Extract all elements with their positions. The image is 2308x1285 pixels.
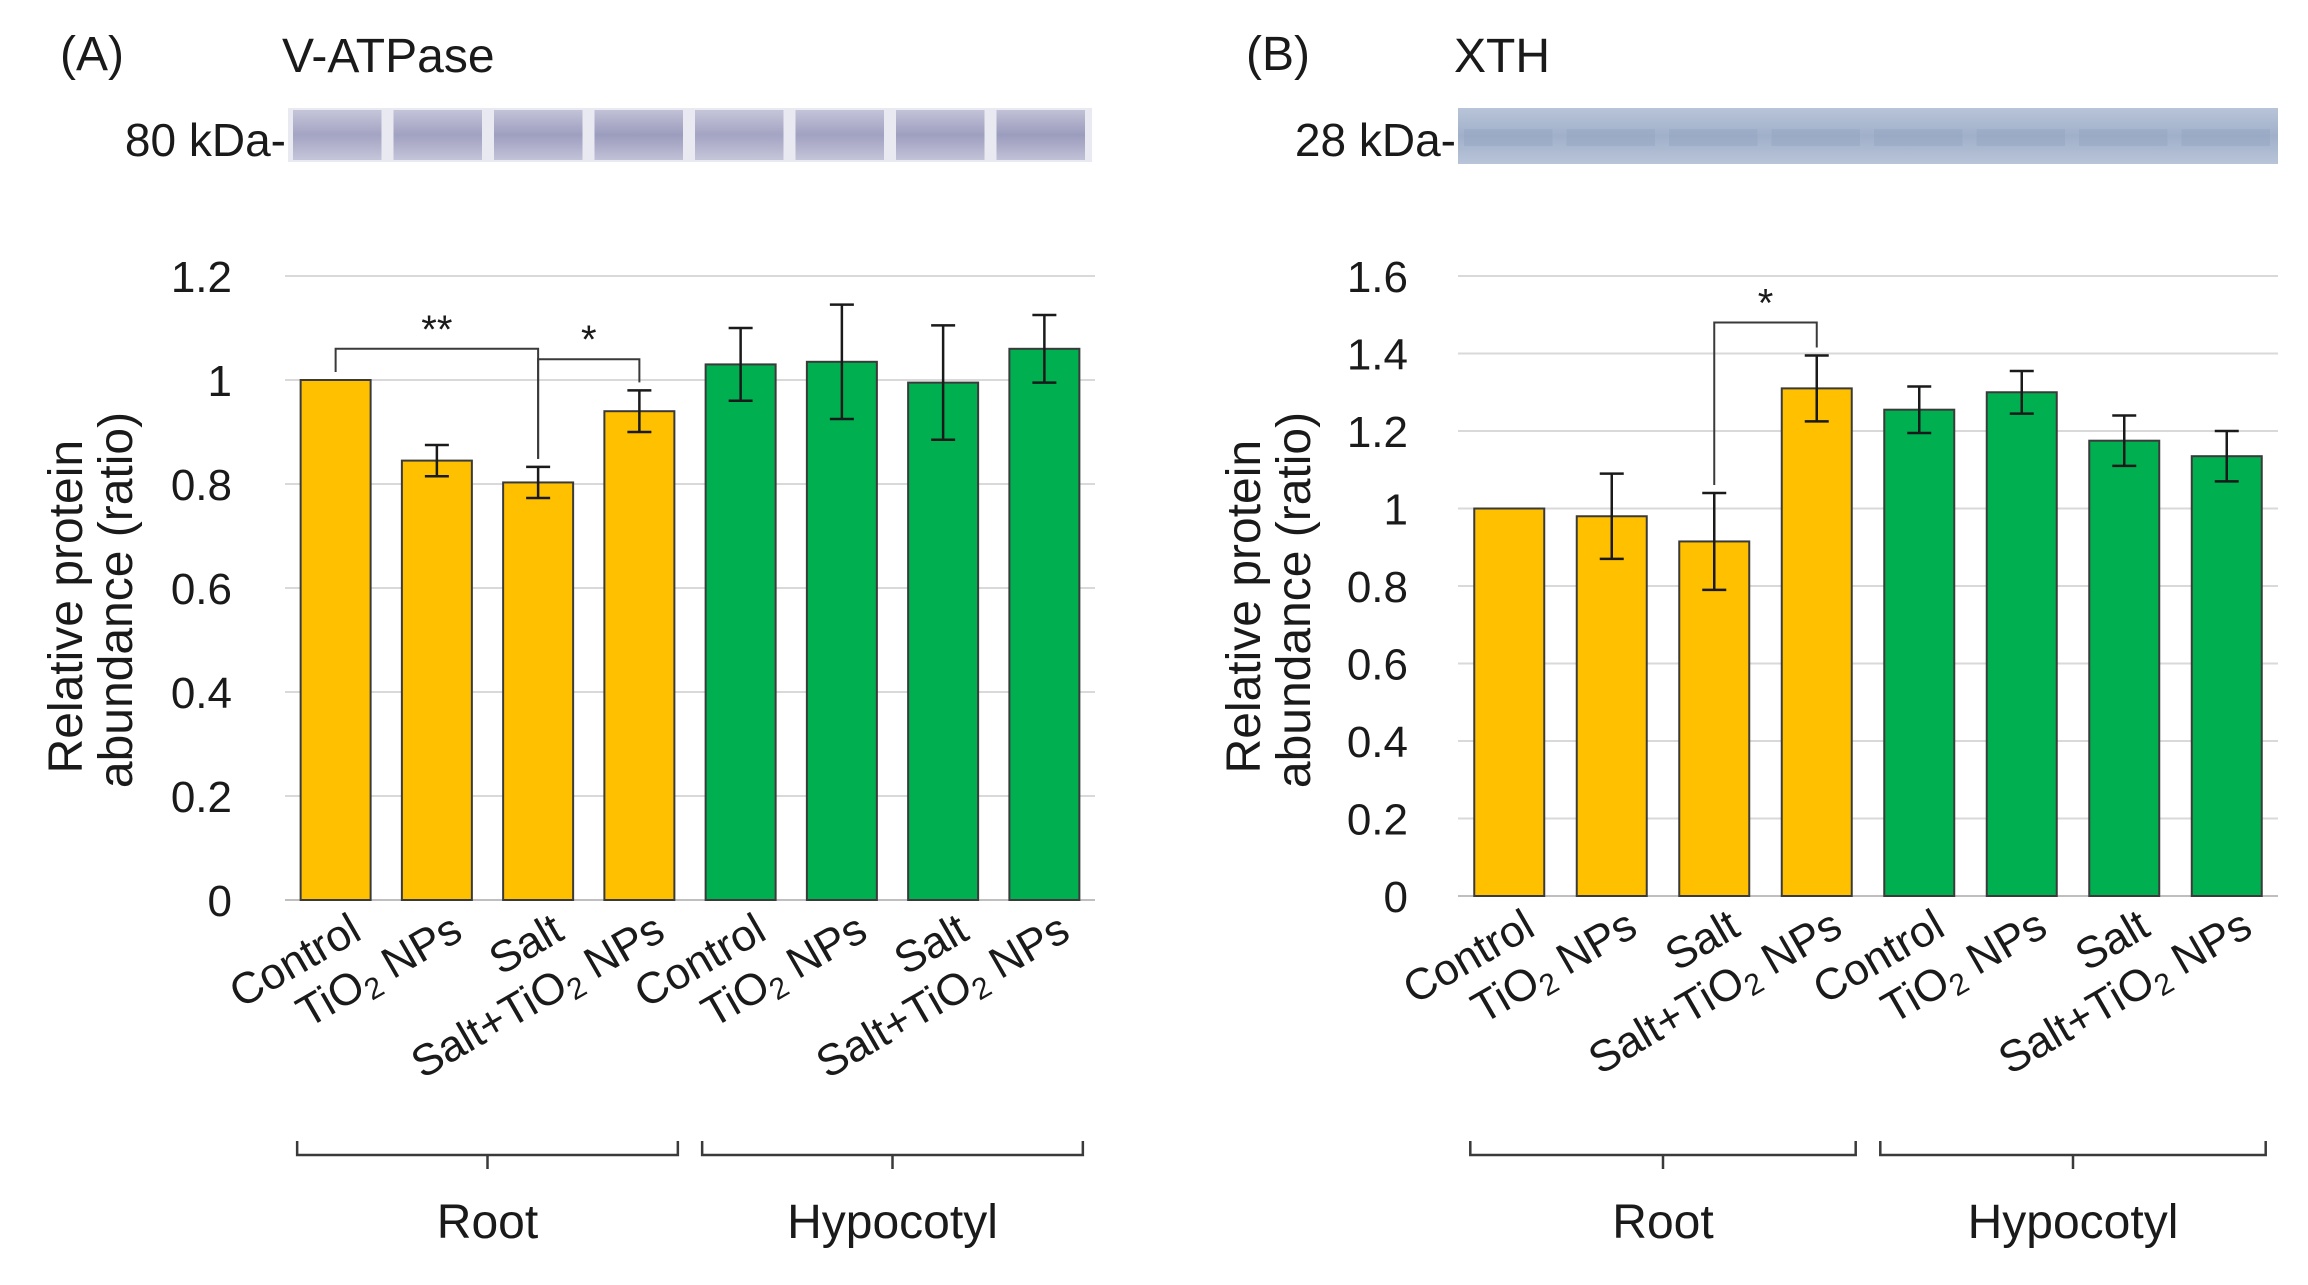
panel-b-group-label: Hypocotyl [1968, 1196, 2179, 1249]
panel-b-y-axis-label-line2: abundance (ratio) [1268, 412, 1321, 788]
panel-b-y-tick-label: 0.8 [1347, 563, 1408, 612]
panel-a-blot-lane [594, 110, 683, 160]
panel-b-western-blot [1458, 108, 2278, 164]
panel-b-blot-label: 28 kDa- [1295, 114, 1456, 166]
panel-a-y-tick-label: 0.2 [171, 773, 232, 822]
panel-a-y-axis-label-line2: abundance (ratio) [90, 412, 143, 788]
panel-a-blot-lane [393, 110, 482, 160]
panel-b-y-tick-label: 0.4 [1347, 718, 1408, 767]
panel-b-blot-band [1874, 129, 1963, 147]
panel-b-bars [1473, 387, 2263, 897]
panel-b-bar [2190, 455, 2263, 897]
panel-a-bar [299, 379, 372, 901]
panel-b-bar [1473, 507, 1546, 897]
panel-b-label: (B) [1246, 28, 1310, 81]
panel-b-y-axis-label-line1: Relative protein [1218, 440, 1271, 774]
panel-a-y-tick-label: 0.8 [171, 461, 232, 510]
panel-a-y-ticks: 0 0.2 0.4 0.6 0.8 1 1.2 [171, 253, 232, 926]
panel-a-y-tick-label: 0.6 [171, 565, 232, 614]
panel-a-bar [603, 410, 676, 901]
panel-a-label: (A) [60, 28, 124, 81]
panel-b-significance-label: * [1758, 282, 1774, 326]
panel-b-blot-band [2181, 129, 2270, 147]
panel-b-y-axis-label: Relative protein abundance (ratio) [1218, 412, 1321, 788]
panel-b-blot-strip [1458, 108, 2278, 164]
panel-a-bar [805, 360, 878, 901]
panel-b-y-ticks: 0 0.2 0.4 0.6 0.8 1 1.2 1.4 1.6 [1347, 253, 1408, 922]
panel-b-blot-band [1669, 129, 1758, 147]
panel-b-group-bracket [1879, 1141, 2267, 1169]
panel-a-significance-bracket [537, 358, 641, 459]
panel-a-bar [502, 481, 575, 901]
panel-a-blot-lane [293, 110, 382, 160]
panel-a-group-brackets: Root Hypocotyl [295, 1141, 1085, 1249]
panel-b-group-label: Root [1612, 1196, 1713, 1249]
panel-a-errorbars [424, 303, 1057, 500]
panel-a-title: V-ATPase [282, 30, 495, 83]
panel-b-bar [1985, 391, 2058, 897]
panel-b-group-bracket [1469, 1141, 1857, 1169]
panel-a-blot-lane [795, 110, 884, 160]
panel-a-group-bracket [295, 1141, 680, 1169]
panel-a-significance-label: * [581, 318, 597, 362]
panel-a-y-tick-label: 1.2 [171, 253, 232, 302]
panel-b-errorbars [1599, 354, 2239, 592]
panel-b-bar [1883, 408, 1956, 897]
panel-a-y-tick-label: 0.4 [171, 669, 232, 718]
panel-a-bar [1008, 347, 1081, 901]
panel-a-bar [400, 459, 473, 901]
panel-a-bar [907, 381, 980, 902]
panel-b-bar [1678, 540, 1751, 897]
panel-a-blot-lane [896, 110, 985, 160]
panel-b-blot-band [1976, 129, 2065, 147]
panel-b-blot-band [2079, 129, 2168, 147]
panel-a-significance: ** * [334, 308, 641, 459]
panel-b-y-tick-label: 1.2 [1347, 408, 1408, 457]
panel-a-group-bracket [700, 1141, 1085, 1169]
panel-a-y-axis-label: Relative protein abundance (ratio) [40, 412, 143, 788]
panel-a-blot-lane [996, 110, 1085, 160]
panel-b-y-tick-label: 0.2 [1347, 796, 1408, 845]
panel-a-significance-label: ** [421, 308, 452, 352]
panel-b-y-tick-label: 0 [1384, 873, 1408, 922]
panel-b-blot-band [1566, 129, 1655, 147]
panel-b-bar [1575, 515, 1648, 897]
panel-b-bar [1780, 387, 1853, 897]
panel-b-y-tick-label: 0.6 [1347, 641, 1408, 690]
panel-a-blot-label: 80 kDa- [125, 114, 286, 166]
panel-b-group-brackets: Root Hypocotyl [1469, 1141, 2267, 1249]
panel-a-blot-lane [695, 110, 784, 160]
panel-b-y-tick-label: 1.4 [1347, 331, 1408, 380]
panel-a-y-tick-label: 1 [208, 357, 232, 406]
panel-a-group-label: Root [437, 1196, 538, 1249]
panel-a-group-label: Hypocotyl [787, 1196, 998, 1249]
panel-b-y-tick-label: 1.6 [1347, 253, 1408, 302]
panel-a-bar [704, 363, 777, 901]
panel-b-bar [2088, 439, 2161, 897]
panel-b: (B) XTH 28 kDa- * 0 0.2 0.4 0.6 0.8 1 1.2 1.4 1.… [1218, 28, 2278, 1249]
panel-a-bars [299, 347, 1081, 902]
panel-a: (A) V-ATPase 80 kDa- ** * 00.20.40.60.811… [40, 28, 1095, 1249]
panel-a-y-tick-label: 0 [208, 877, 232, 926]
panel-b-blot-band [1464, 129, 1553, 147]
panel-b-y-tick-label: 1 [1384, 486, 1408, 535]
panel-b-blot-band [1771, 129, 1860, 147]
panel-a-blot-lane [494, 110, 583, 160]
panel-b-significance-bracket [1713, 321, 1818, 485]
panel-a-western-blot [288, 108, 1092, 162]
panel-b-significance: * [1713, 282, 1818, 485]
panel-a-y-axis-label-line1: Relative protein [40, 440, 93, 774]
panel-b-title: XTH [1454, 30, 1550, 83]
